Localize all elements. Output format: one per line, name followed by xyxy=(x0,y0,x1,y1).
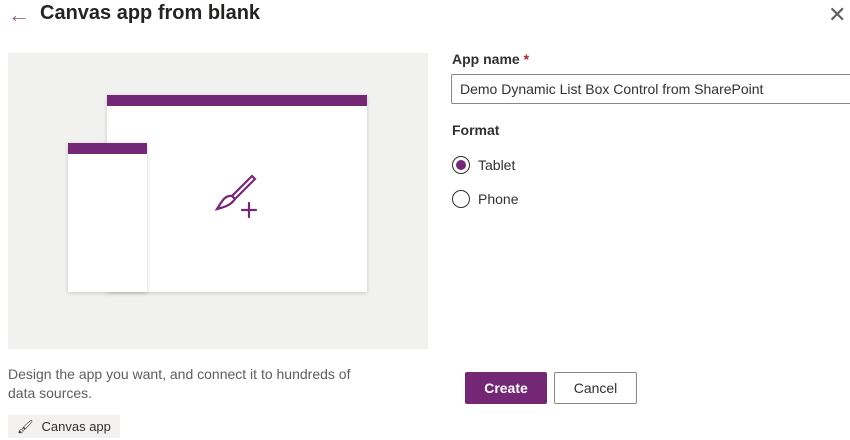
cancel-button[interactable]: Cancel xyxy=(554,372,637,404)
format-label: Format xyxy=(452,122,500,138)
canvas-app-tag: 🖌 Canvas app xyxy=(8,415,120,438)
radio-selected-icon xyxy=(452,156,470,174)
radio-label: Tablet xyxy=(478,157,516,173)
tablet-window xyxy=(107,95,367,292)
radio-phone[interactable]: Phone xyxy=(452,190,518,208)
radio-label: Phone xyxy=(478,191,519,207)
tag-label: Canvas app xyxy=(41,419,111,434)
required-mark: * xyxy=(523,51,530,67)
app-name-input[interactable] xyxy=(451,74,850,104)
paintbrush-icon: 🖌 xyxy=(17,418,34,434)
radio-tablet[interactable]: Tablet xyxy=(452,156,515,174)
description: Design the app you want, and connect it … xyxy=(8,366,351,401)
create-button[interactable]: Create xyxy=(465,372,547,404)
app-preview-illustration xyxy=(8,53,428,349)
page-title: Canvas app from blank xyxy=(40,2,261,24)
back-arrow-icon[interactable]: ← xyxy=(8,2,30,27)
paintbrush-add-icon xyxy=(215,174,258,219)
close-icon[interactable]: ✕ xyxy=(828,2,847,27)
app-name-label: App name * xyxy=(452,51,530,67)
radio-unselected-icon xyxy=(452,190,470,208)
phone-window xyxy=(68,143,147,292)
